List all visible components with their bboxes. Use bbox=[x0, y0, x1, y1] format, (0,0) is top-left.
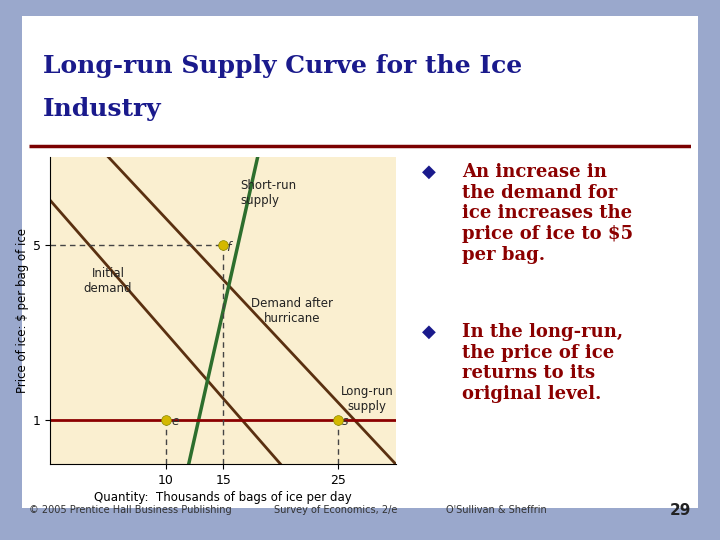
Text: Long-run
supply: Long-run supply bbox=[341, 385, 394, 413]
Text: Survey of Economics, 2/e: Survey of Economics, 2/e bbox=[274, 505, 397, 515]
Y-axis label: Price of ice: $ per bag of ice: Price of ice: $ per bag of ice bbox=[16, 228, 29, 393]
Text: f: f bbox=[227, 241, 231, 254]
Text: Initial
demand: Initial demand bbox=[84, 267, 132, 294]
Text: Demand after
hurricane: Demand after hurricane bbox=[251, 298, 333, 325]
X-axis label: Quantity:  Thousands of bags of ice per day: Quantity: Thousands of bags of ice per d… bbox=[94, 491, 352, 504]
Text: ◆: ◆ bbox=[422, 163, 436, 181]
Text: e: e bbox=[171, 415, 179, 428]
Text: Industry: Industry bbox=[43, 97, 162, 121]
Text: ◆: ◆ bbox=[422, 323, 436, 341]
Text: O'Sullivan & Sheffrin: O'Sullivan & Sheffrin bbox=[446, 505, 547, 515]
Text: Short-run
supply: Short-run supply bbox=[240, 179, 297, 207]
Text: © 2005 Prentice Hall Business Publishing: © 2005 Prentice Hall Business Publishing bbox=[29, 505, 231, 515]
Text: An increase in
the demand for
ice increases the
price of ice to $5
per bag.: An increase in the demand for ice increa… bbox=[462, 163, 634, 264]
Text: s: s bbox=[342, 415, 348, 428]
Text: Long-run Supply Curve for the Ice: Long-run Supply Curve for the Ice bbox=[43, 54, 523, 78]
Text: In the long-run,
the price of ice
returns to its
original level.: In the long-run, the price of ice return… bbox=[462, 323, 624, 403]
Text: 29: 29 bbox=[670, 503, 691, 518]
